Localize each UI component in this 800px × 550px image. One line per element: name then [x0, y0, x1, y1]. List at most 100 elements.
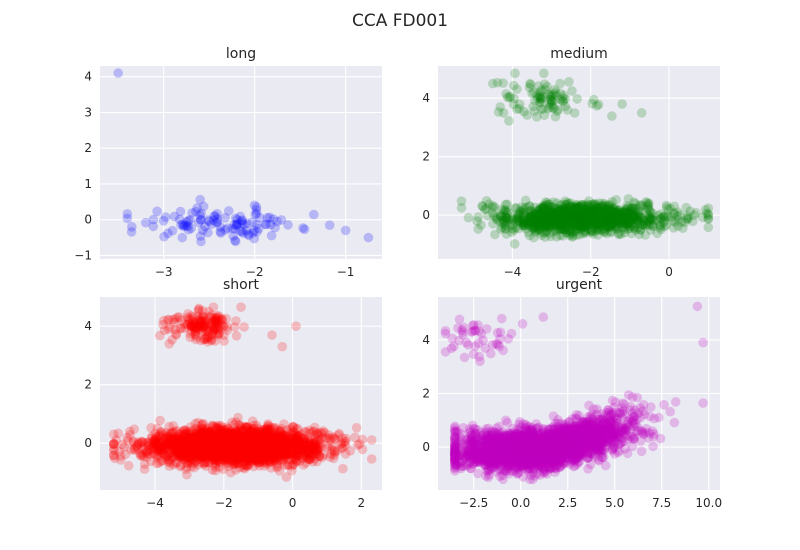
data-point: [581, 216, 592, 227]
data-point: [234, 426, 244, 437]
data-point: [574, 221, 584, 231]
data-point: [251, 202, 262, 212]
data-point: [230, 236, 241, 247]
data-point: [618, 222, 629, 232]
data-point: [607, 216, 618, 227]
data-point: [544, 208, 554, 219]
data-point: [544, 223, 554, 233]
data-point: [571, 209, 582, 219]
data-point: [340, 225, 351, 236]
data-point: [661, 220, 672, 230]
data-point: [261, 219, 271, 230]
data-point: [251, 208, 262, 219]
data-point: [207, 465, 218, 475]
data-point: [562, 105, 573, 115]
data-point: [536, 230, 547, 240]
data-point: [581, 209, 591, 219]
data-point: [557, 208, 567, 218]
data-point: [161, 427, 171, 438]
data-point: [566, 204, 576, 214]
data-point: [235, 226, 245, 236]
data-point: [261, 219, 271, 229]
data-point: [523, 218, 533, 229]
gridlines-medium: [438, 66, 720, 259]
data-point: [495, 210, 506, 221]
data-point: [251, 205, 262, 215]
data-point: [174, 444, 185, 455]
data-point: [511, 203, 521, 214]
data-point: [542, 212, 553, 222]
data-point: [571, 207, 582, 217]
data-point: [463, 212, 474, 223]
data-point: [276, 215, 287, 225]
data-point: [564, 212, 574, 223]
data-point: [148, 221, 159, 232]
data-point: [551, 214, 561, 225]
data-point: [558, 96, 568, 106]
data-point: [554, 215, 564, 225]
data-point: [500, 206, 511, 216]
data-point: [579, 200, 589, 211]
data-point: [272, 216, 282, 227]
data-point: [572, 230, 582, 240]
data-point: [539, 204, 549, 214]
data-point: [509, 239, 520, 249]
data-point: [574, 212, 584, 223]
data-point: [198, 201, 209, 212]
data-point: [196, 208, 206, 219]
data-point: [622, 217, 632, 228]
subplot-title-short: short: [223, 277, 259, 293]
data-point: [676, 217, 687, 227]
data-point: [215, 226, 226, 237]
data-point: [602, 218, 613, 229]
data-point: [267, 330, 277, 340]
y-tick-label: 4: [422, 91, 430, 105]
data-point: [576, 223, 586, 234]
data-point: [210, 211, 220, 221]
data-point: [357, 434, 368, 445]
data-point: [573, 213, 584, 223]
data-point: [310, 422, 320, 433]
data-point: [129, 424, 139, 435]
data-point: [499, 205, 510, 215]
data-point: [641, 197, 651, 207]
data-point: [583, 217, 593, 228]
data-point: [599, 214, 610, 225]
data-point: [560, 215, 571, 225]
data-point: [553, 207, 564, 218]
data-point: [489, 202, 500, 212]
data-point: [568, 221, 579, 231]
data-point: [478, 201, 488, 212]
data-point: [553, 104, 563, 115]
data-point: [590, 200, 601, 211]
data-point: [591, 216, 601, 227]
data-point: [183, 221, 193, 231]
data-point: [144, 449, 154, 460]
data-point: [564, 215, 575, 226]
data-point: [572, 224, 583, 234]
data-point: [281, 472, 292, 482]
data-point: [519, 203, 529, 214]
data-point: [472, 216, 482, 226]
data-point: [498, 78, 508, 88]
data-point: [629, 220, 640, 231]
data-point: [586, 212, 596, 223]
data-point: [539, 220, 549, 230]
data-point: [209, 211, 220, 221]
data-point: [576, 220, 587, 231]
data-point: [548, 210, 558, 220]
data-point: [587, 98, 598, 109]
data-point: [546, 217, 557, 227]
data-point: [518, 218, 528, 229]
data-point: [564, 77, 574, 87]
data-point: [488, 78, 498, 89]
data-point: [515, 207, 525, 217]
data-point: [578, 212, 589, 222]
data-point: [232, 219, 242, 230]
y-tick-label: 0: [84, 436, 92, 450]
data-point: [185, 446, 196, 456]
data-point: [492, 215, 503, 225]
data-point: [174, 214, 185, 225]
data-point: [634, 229, 645, 240]
